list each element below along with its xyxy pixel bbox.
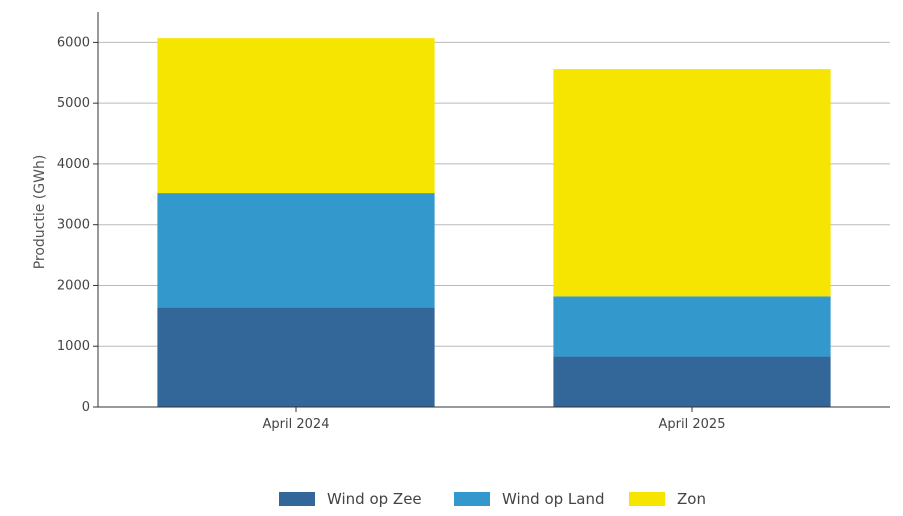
y-tick-labels: 0 1000 2000 3000 4000 5000 6000 <box>57 35 90 415</box>
legend-label: Zon <box>677 490 706 508</box>
x-tick-label: April 2025 <box>659 417 726 432</box>
legend-swatch-wind-op-zee <box>279 492 315 506</box>
bar-zon-1 <box>553 69 831 297</box>
legend: Wind op Zee Wind op Land Zon <box>279 490 706 508</box>
y-axis-title: Productie (GWh) <box>32 155 48 270</box>
bar-wind-op-zee-0 <box>157 307 435 407</box>
bars <box>157 38 831 407</box>
y-tick-label: 2000 <box>57 278 90 293</box>
y-tick-label: 5000 <box>57 96 90 111</box>
bar-wind-op-zee-1 <box>553 356 831 407</box>
y-tick-label: 3000 <box>57 218 90 233</box>
y-tick-label: 1000 <box>57 339 90 354</box>
bar-zon-0 <box>157 38 435 194</box>
legend-label: Wind op Land <box>502 490 605 508</box>
axes <box>93 12 890 412</box>
legend-label: Wind op Zee <box>327 490 422 508</box>
legend-swatch-wind-op-land <box>454 492 490 506</box>
legend-swatch-zon <box>629 492 665 506</box>
x-tick-label: April 2024 <box>263 417 330 432</box>
bar-wind-op-land-1 <box>553 296 831 357</box>
y-tick-label: 6000 <box>57 35 90 50</box>
bar-wind-op-land-0 <box>157 193 435 308</box>
x-tick-labels: April 2024 April 2025 <box>263 417 726 432</box>
y-tick-label: 0 <box>82 400 90 415</box>
y-tick-label: 4000 <box>57 157 90 172</box>
